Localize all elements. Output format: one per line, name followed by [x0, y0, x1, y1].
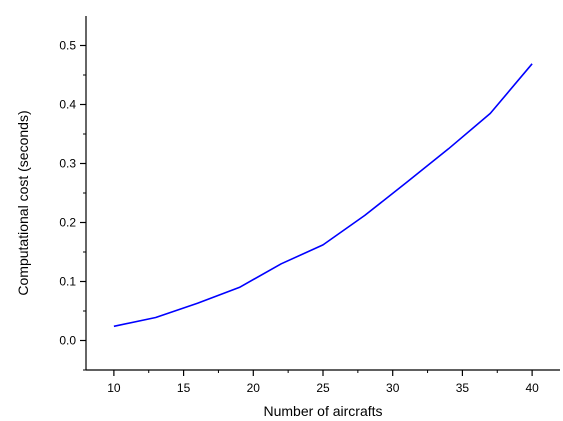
x-axis-ticks: 10 15 20 25 30 35 40 — [107, 370, 539, 395]
y-tick-label: 0.0 — [59, 334, 76, 348]
y-tick-label: 0.2 — [59, 216, 76, 230]
x-tick-label: 15 — [177, 381, 191, 395]
series-line — [113, 63, 533, 328]
x-tick-label: 35 — [456, 381, 470, 395]
x-tick-label: 20 — [247, 381, 261, 395]
x-tick-label: 25 — [316, 381, 330, 395]
y-tick-label: 0.5 — [59, 39, 76, 53]
y-tick-label: 0.3 — [59, 157, 76, 171]
y-tick-label: 0.1 — [59, 275, 76, 289]
y-axis-title: Computational cost (seconds) — [15, 110, 31, 295]
y-tick-label: 0.4 — [59, 98, 76, 112]
y-axis-ticks: 0.0 0.1 0.2 0.3 0.4 0.5 — [59, 39, 86, 371]
x-tick-label: 30 — [386, 381, 400, 395]
series-layer — [113, 63, 533, 328]
x-tick-label: 10 — [107, 381, 121, 395]
x-axis-title: Number of aircrafts — [263, 403, 382, 419]
x-tick-label: 40 — [525, 381, 539, 395]
